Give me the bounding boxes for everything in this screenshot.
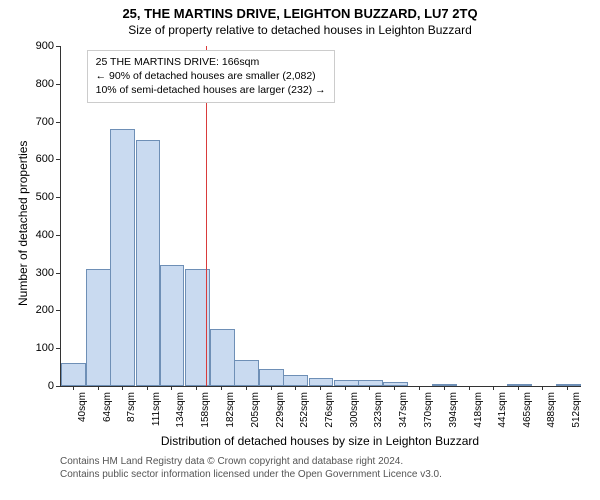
figure-title: 25, THE MARTINS DRIVE, LEIGHTON BUZZARD,…	[0, 0, 600, 21]
x-tick-label: 370sqm	[423, 392, 434, 436]
x-tick-mark	[171, 386, 172, 390]
x-tick-mark	[567, 386, 568, 390]
x-tick-mark	[147, 386, 148, 390]
x-tick-mark	[542, 386, 543, 390]
x-tick-mark	[444, 386, 445, 390]
x-tick-label: 40sqm	[77, 392, 88, 436]
x-tick-label: 252sqm	[299, 392, 310, 436]
x-tick-label: 64sqm	[102, 392, 113, 436]
histogram-bar	[86, 269, 111, 386]
y-tick-mark	[56, 197, 60, 198]
histogram-bar	[309, 378, 334, 386]
x-tick-label: 300sqm	[349, 392, 360, 436]
x-tick-mark	[394, 386, 395, 390]
y-tick-label: 400	[24, 229, 54, 241]
annotation-line: 25 THE MARTINS DRIVE: 166sqm	[96, 55, 326, 69]
x-tick-mark	[295, 386, 296, 390]
y-tick-mark	[56, 273, 60, 274]
x-tick-label: 465sqm	[522, 392, 533, 436]
histogram-bar	[234, 360, 259, 386]
y-tick-mark	[56, 84, 60, 85]
x-tick-label: 111sqm	[151, 392, 162, 436]
x-tick-mark	[98, 386, 99, 390]
x-tick-mark	[320, 386, 321, 390]
x-tick-label: 182sqm	[225, 392, 236, 436]
x-tick-mark	[493, 386, 494, 390]
annotation-box: 25 THE MARTINS DRIVE: 166sqm← 90% of det…	[87, 50, 335, 103]
histogram-bar	[110, 129, 135, 386]
x-tick-label: 394sqm	[448, 392, 459, 436]
y-tick-label: 300	[24, 267, 54, 279]
histogram-bar	[136, 140, 161, 386]
x-tick-mark	[419, 386, 420, 390]
x-tick-mark	[73, 386, 74, 390]
y-tick-mark	[56, 122, 60, 123]
y-tick-mark	[56, 159, 60, 160]
x-tick-mark	[221, 386, 222, 390]
y-axis-label: Number of detached properties	[16, 141, 30, 306]
y-tick-mark	[56, 386, 60, 387]
y-tick-mark	[56, 46, 60, 47]
y-tick-label: 900	[24, 40, 54, 52]
x-tick-label: 488sqm	[546, 392, 557, 436]
y-tick-label: 200	[24, 304, 54, 316]
x-axis-label: Distribution of detached houses by size …	[60, 434, 580, 448]
histogram-bar	[283, 375, 308, 386]
figure-subtitle: Size of property relative to detached ho…	[0, 21, 600, 37]
histogram-bar	[61, 363, 86, 386]
x-tick-label: 347sqm	[398, 392, 409, 436]
attribution-text: Contains HM Land Registry data © Crown c…	[60, 456, 442, 481]
x-tick-label: 205sqm	[250, 392, 261, 436]
histogram-bar	[210, 329, 235, 386]
histogram-bar	[160, 265, 185, 386]
y-tick-mark	[56, 310, 60, 311]
histogram-bar	[383, 382, 408, 386]
x-tick-label: 323sqm	[373, 392, 384, 436]
y-tick-label: 600	[24, 153, 54, 165]
x-tick-label: 87sqm	[126, 392, 137, 436]
x-tick-label: 229sqm	[275, 392, 286, 436]
annotation-line: 10% of semi-detached houses are larger (…	[96, 83, 326, 97]
x-tick-label: 158sqm	[200, 392, 211, 436]
y-tick-label: 500	[24, 191, 54, 203]
y-tick-label: 700	[24, 116, 54, 128]
y-tick-label: 100	[24, 342, 54, 354]
x-tick-mark	[246, 386, 247, 390]
histogram-bar	[259, 369, 284, 386]
x-tick-label: 276sqm	[324, 392, 335, 436]
x-tick-mark	[271, 386, 272, 390]
x-tick-mark	[469, 386, 470, 390]
x-tick-label: 441sqm	[497, 392, 508, 436]
annotation-line: ← 90% of detached houses are smaller (2,…	[96, 69, 326, 83]
y-tick-mark	[56, 348, 60, 349]
x-tick-mark	[518, 386, 519, 390]
x-tick-mark	[196, 386, 197, 390]
x-tick-label: 418sqm	[473, 392, 484, 436]
x-tick-label: 512sqm	[571, 392, 582, 436]
x-tick-label: 134sqm	[175, 392, 186, 436]
y-tick-label: 0	[24, 380, 54, 392]
y-tick-mark	[56, 235, 60, 236]
histogram-bar	[556, 384, 581, 386]
figure: 25, THE MARTINS DRIVE, LEIGHTON BUZZARD,…	[0, 0, 600, 500]
x-tick-mark	[345, 386, 346, 390]
histogram-plot: 25 THE MARTINS DRIVE: 166sqm← 90% of det…	[60, 46, 581, 387]
y-tick-label: 800	[24, 78, 54, 90]
attribution-line: Contains HM Land Registry data © Crown c…	[60, 456, 442, 469]
attribution-line: Contains public sector information licen…	[60, 469, 442, 482]
x-tick-mark	[369, 386, 370, 390]
x-tick-mark	[122, 386, 123, 390]
